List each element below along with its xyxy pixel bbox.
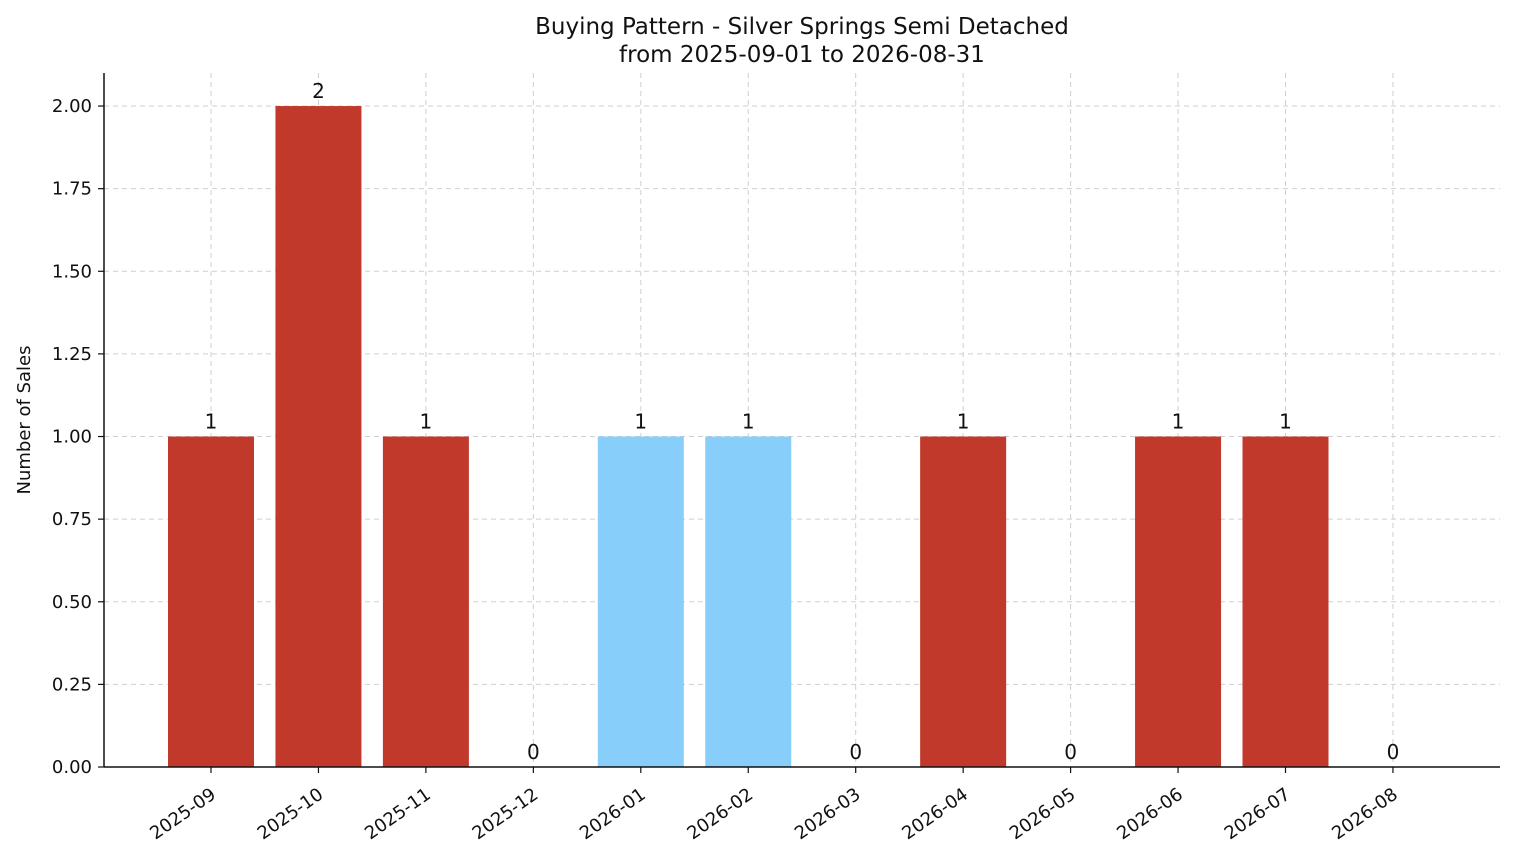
bar-value-label: 0 (1387, 740, 1400, 764)
bar (705, 436, 792, 767)
y-ticks: 0.00 0.25 0.50 0.75 1.00 1.25 1.50 1.75 2.00 (52, 96, 104, 778)
bar (168, 436, 254, 767)
y-axis-title: Number of Sales (14, 345, 35, 494)
y-tick-label: 1.00 (52, 427, 92, 448)
x-tick-label: 2026-06 (1113, 784, 1187, 844)
x-tick-label: 2026-05 (1006, 784, 1080, 844)
x-tick-label: 2025-11 (361, 784, 435, 844)
y-tick-label: 1.50 (52, 261, 92, 282)
y-tick-label: 0.75 (52, 509, 92, 530)
bar-value-label: 1 (634, 410, 647, 434)
bar-value-label: 1 (1172, 410, 1185, 434)
x-tick-label: 2026-04 (898, 784, 972, 844)
bar-value-label: 2 (312, 79, 325, 103)
bar (275, 106, 362, 768)
x-tick-label: 2026-02 (683, 784, 757, 844)
x-tick-label: 2026-07 (1221, 784, 1295, 844)
bar-value-label: 1 (742, 410, 755, 434)
bar-value-label: 0 (1064, 740, 1077, 764)
chart-title: Buying Pattern - Silver Springs Semi Det… (535, 14, 1069, 40)
x-tick-label: 2025-12 (469, 784, 543, 844)
bar (1135, 436, 1222, 767)
bar-value-label: 1 (205, 410, 218, 434)
y-tick-label: 0.25 (52, 674, 92, 695)
x-tick-label: 2026-01 (576, 784, 650, 844)
y-tick-label: 1.25 (52, 344, 92, 365)
bar (920, 436, 1007, 767)
bar-value-label: 0 (849, 740, 862, 764)
x-tick-label: 2026-03 (791, 784, 865, 844)
bar-value-label: 1 (420, 410, 433, 434)
y-tick-label: 0.00 (52, 757, 92, 778)
bar (1242, 436, 1329, 767)
bar-value-label: 1 (1279, 410, 1292, 434)
chart-subtitle: from 2025-09-01 to 2026-08-31 (619, 42, 985, 68)
bar (382, 436, 469, 767)
x-tick-label: 2025-10 (254, 784, 328, 844)
x-tick-label: 2026-08 (1328, 784, 1402, 844)
y-tick-label: 2.00 (52, 96, 92, 117)
y-tick-label: 1.75 (52, 179, 92, 200)
y-tick-label: 0.50 (52, 592, 92, 613)
bars (168, 106, 1329, 768)
bar-value-label: 1 (957, 410, 970, 434)
bar-value-labels: 1 2 1 0 1 1 0 1 0 1 1 0 (205, 79, 1400, 764)
bar (597, 436, 684, 767)
bar-value-label: 0 (527, 740, 540, 764)
x-tick-label: 2025-09 (146, 784, 220, 844)
x-ticks: 2025-09 2025-10 2025-11 2025-12 2026-01 2026-… (146, 767, 1402, 844)
